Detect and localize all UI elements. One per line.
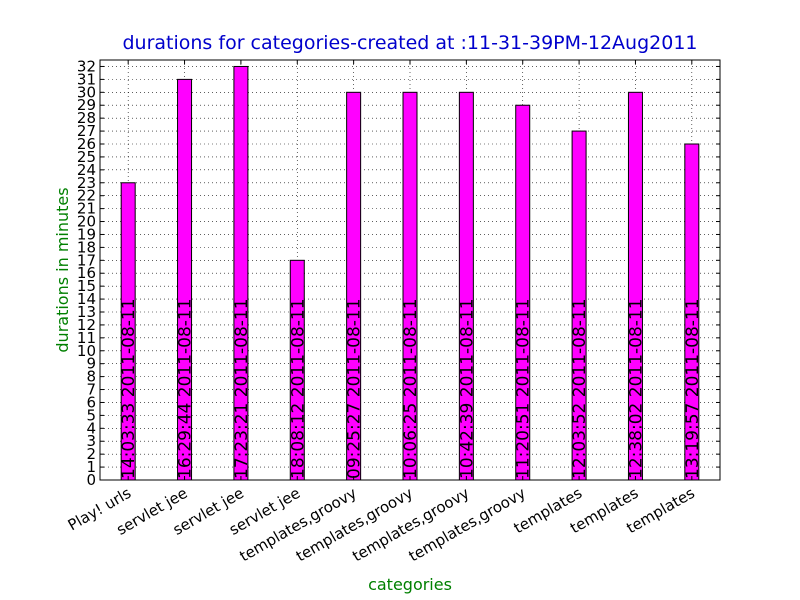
y-tick-label: 18 (77, 238, 96, 256)
y-tick-label: 30 (77, 83, 96, 101)
y-tick-label: 29 (77, 96, 96, 114)
y-tick-label: 17 (77, 251, 96, 269)
x-axis-label: categories (368, 575, 452, 594)
y-tick-label: 8 (86, 368, 96, 386)
y-tick-label: 16 (77, 264, 96, 282)
y-tick-label: 14 (77, 290, 96, 308)
y-tick-label: 22 (77, 187, 96, 205)
bar-timestamp-label: 10:42:39 2011-08-11 (457, 298, 477, 479)
y-tick-label: 31 (77, 70, 96, 88)
y-tick-label: 24 (77, 161, 96, 179)
y-tick-label: 32 (77, 57, 96, 75)
y-tick-label: 2 (86, 445, 96, 463)
y-tick-label: 4 (86, 419, 96, 437)
y-tick-label: 10 (77, 342, 96, 360)
y-axis-label: durations in minutes (53, 187, 72, 352)
y-tick-label: 6 (86, 393, 96, 411)
y-tick-label: 0 (86, 471, 96, 489)
axis-ticks (100, 60, 720, 481)
y-tick-label: 7 (86, 381, 96, 399)
y-tick-label: 11 (77, 329, 96, 347)
y-tick-label: 26 (77, 135, 96, 153)
y-tick-label: 27 (77, 122, 96, 140)
y-tick-labels: 0123456789101112131415161718192021222324… (77, 57, 96, 489)
bar-timestamp-label: 12:03:52 2011-08-11 (570, 298, 590, 479)
y-tick-label: 1 (86, 458, 96, 476)
bar-timestamp-label: 18:08:12 2011-08-11 (288, 298, 308, 479)
bar-timestamp-label: 17:23:21 2011-08-11 (232, 298, 252, 479)
grid-lines (100, 60, 720, 481)
y-tick-label: 23 (77, 174, 96, 192)
y-tick-label: 20 (77, 213, 96, 231)
y-tick-label: 9 (86, 355, 96, 373)
y-tick-label: 12 (77, 316, 96, 334)
bar-timestamp-label: 14:03:33 2011-08-11 (119, 298, 139, 479)
y-tick-label: 5 (86, 406, 96, 424)
y-tick-label: 13 (77, 303, 96, 321)
bar-timestamp-label: 13:19:57 2011-08-11 (683, 298, 703, 479)
bar-timestamp-label: 12:38:02 2011-08-11 (626, 298, 646, 479)
bar-timestamp-label: 10:06:25 2011-08-11 (401, 298, 421, 479)
y-tick-label: 3 (86, 432, 96, 450)
bar-labels: 14:03:33 2011-08-11 16:29:44 2011-08-11 17… (119, 298, 703, 479)
chart-title: durations for categories-created at :11-… (122, 32, 697, 54)
y-tick-label: 15 (77, 277, 96, 295)
y-tick-label: 28 (77, 109, 96, 127)
y-tick-label: 21 (77, 200, 96, 218)
bar-timestamp-label: 11:20:51 2011-08-11 (514, 298, 534, 479)
bar-timestamp-label: 16:29:44 2011-08-11 (176, 298, 196, 479)
y-tick-label: 19 (77, 225, 96, 243)
y-tick-label: 25 (77, 148, 96, 166)
bar-timestamp-label: 09:25:27 2011-08-11 (345, 298, 365, 479)
